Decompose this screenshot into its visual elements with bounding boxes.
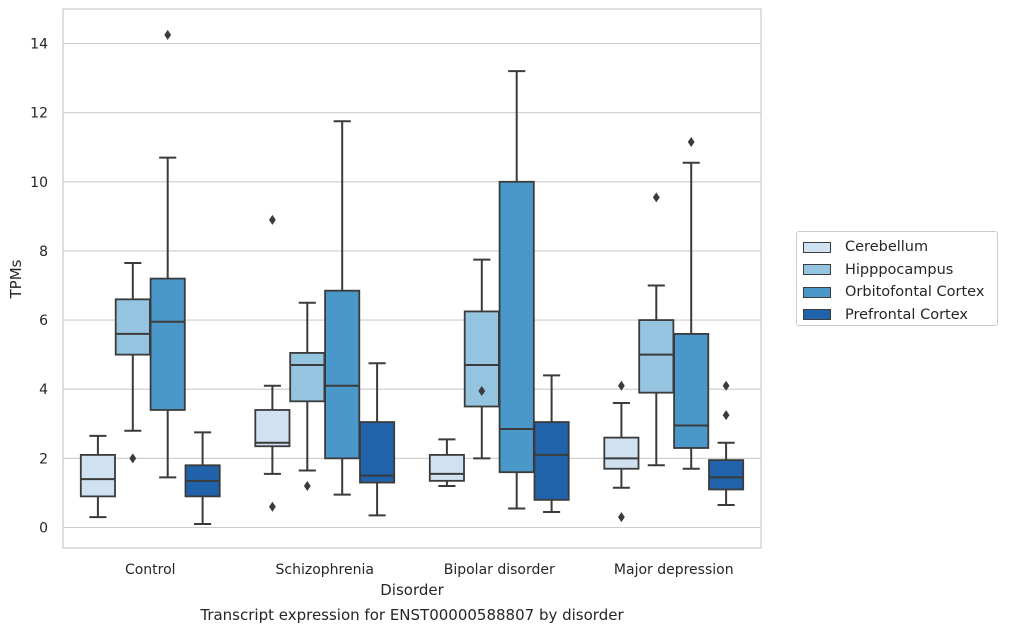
- box-body: [428, 453, 465, 482]
- legend-item: Hipppocampus: [803, 259, 997, 282]
- y-axis: 0 2 4 6 8 10 12 14: [30, 37, 48, 537]
- outlier-point: [164, 29, 172, 40]
- x-tick-label: Major depression: [614, 562, 734, 578]
- box-cerebellum: [254, 214, 291, 512]
- box-orbitofontal-cortex: [673, 137, 710, 470]
- y-tick-label: 6: [39, 313, 48, 329]
- y-tick-label: 0: [39, 521, 48, 537]
- legend-label: Cerebellum: [845, 239, 929, 256]
- x-tick-label: Bipolar disorder: [444, 562, 555, 578]
- legend-item: Orbitofontal Cortex: [803, 281, 997, 304]
- box-body: [289, 352, 326, 403]
- box-body: [324, 289, 361, 460]
- outlier-point: [303, 481, 311, 492]
- legend-item: Cerebellum: [803, 236, 997, 259]
- x-tick-label: Schizophrenia: [276, 562, 374, 578]
- outlier-point: [269, 214, 276, 225]
- y-tick-label: 2: [39, 451, 48, 467]
- outlier-point: [687, 137, 695, 148]
- y-tick-label: 10: [30, 175, 48, 191]
- outlier-point: [129, 453, 137, 464]
- legend-label: Orbitofontal Cortex: [845, 284, 985, 301]
- chart-caption: Transcript expression for ENST0000058880…: [200, 606, 624, 624]
- box-body: [638, 319, 675, 394]
- y-tick-label: 8: [39, 244, 48, 260]
- box-hipppocampus: [114, 262, 151, 464]
- box-cerebellum: [79, 434, 116, 519]
- legend-swatch: [803, 264, 831, 276]
- box-orbitofontal-cortex: [149, 29, 186, 479]
- y-tick-label: 12: [30, 106, 48, 122]
- box-body: [114, 298, 151, 356]
- box-body: [359, 421, 396, 484]
- box-cerebellum: [603, 380, 640, 523]
- box-prefrontal-cortex: [359, 362, 396, 517]
- box-prefrontal-cortex: [184, 431, 221, 526]
- outlier-point: [618, 380, 625, 391]
- x-axis: Control Schizophrenia Bipolar disorder Majo…: [125, 562, 734, 578]
- legend: Cerebellum Hipppocampus Orbitofontal Corte…: [796, 231, 998, 326]
- box-hipppocampus: [638, 192, 675, 467]
- legend-swatch: [803, 309, 831, 321]
- y-tick-label: 14: [30, 37, 48, 53]
- box-hipppocampus: [463, 258, 500, 460]
- box-body: [533, 421, 570, 501]
- box-hipppocampus: [289, 301, 326, 492]
- boxes: [79, 29, 745, 526]
- legend-swatch: [803, 286, 831, 298]
- x-axis-label: Disorder: [380, 581, 444, 599]
- box-body: [673, 332, 710, 449]
- box-orbitofontal-cortex: [498, 70, 535, 510]
- box-body: [708, 459, 745, 491]
- legend-swatch: [803, 241, 831, 253]
- outlier-point: [269, 501, 276, 512]
- box-body: [603, 436, 640, 470]
- box-prefrontal-cortex: [708, 380, 745, 507]
- box-body: [149, 277, 186, 411]
- outlier-point: [618, 512, 625, 523]
- y-tick-label: 4: [39, 382, 48, 398]
- box-orbitofontal-cortex: [324, 120, 361, 496]
- box-body: [254, 409, 291, 448]
- legend-label: Hipppocampus: [845, 261, 954, 278]
- y-axis-label: TPMs: [7, 259, 25, 299]
- outlier-point: [478, 385, 486, 396]
- legend-item: Prefrontal Cortex: [803, 304, 997, 327]
- outlier-point: [722, 410, 730, 421]
- box-body: [79, 453, 116, 498]
- outlier-point: [652, 192, 660, 203]
- box-prefrontal-cortex: [533, 374, 570, 513]
- x-tick-label: Control: [125, 562, 176, 578]
- outlier-point: [722, 380, 730, 391]
- box-cerebellum: [428, 438, 465, 488]
- box-body: [498, 180, 535, 474]
- legend-label: Prefrontal Cortex: [845, 306, 968, 323]
- plot-frame: [62, 8, 762, 549]
